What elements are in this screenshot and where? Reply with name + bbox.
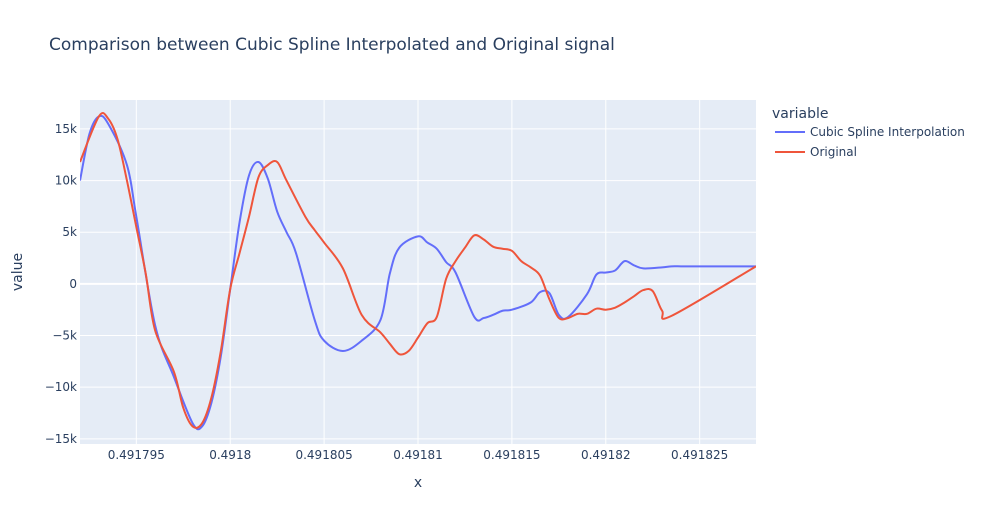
legend-items: Cubic Spline Interpolation Original [775, 125, 965, 159]
y-tick-label: 15k [55, 122, 77, 136]
y-tick-label: 0 [69, 277, 77, 291]
x-tick-label: 0.49181 [393, 448, 443, 462]
x-tick-label: 0.49182 [581, 448, 631, 462]
x-tick-label: 0.491815 [483, 448, 540, 462]
y-tick-label: −5k [52, 329, 77, 343]
x-tick-label: 0.491795 [108, 448, 165, 462]
x-tick-label: 0.491825 [671, 448, 728, 462]
legend-title: variable [772, 106, 828, 122]
legend: variable Cubic Spline Interpolation Origi… [772, 106, 965, 159]
chart-title: Comparison between Cubic Spline Interpol… [49, 35, 615, 55]
grid [80, 100, 756, 444]
y-tick-label: 10k [55, 174, 77, 188]
x-axis-ticks: 0.491795 0.4918 0.491805 0.49181 0.491815 0.4… [108, 448, 729, 462]
series-line-cubic-spline [80, 114, 756, 431]
y-tick-label: −15k [45, 432, 77, 446]
y-tick-label: −10k [45, 380, 77, 394]
x-axis-label: x [414, 475, 422, 491]
y-tick-label: 5k [62, 225, 77, 239]
legend-label: Original [810, 145, 857, 159]
x-tick-label: 0.491805 [295, 448, 352, 462]
series-line-original [80, 112, 756, 429]
y-axis-label: value [10, 253, 26, 291]
y-axis-ticks: 15k 10k 5k 0 −5k −10k −15k [45, 122, 77, 446]
series-lines [80, 112, 756, 431]
x-tick-label: 0.4918 [209, 448, 251, 462]
legend-label: Cubic Spline Interpolation [810, 125, 965, 139]
